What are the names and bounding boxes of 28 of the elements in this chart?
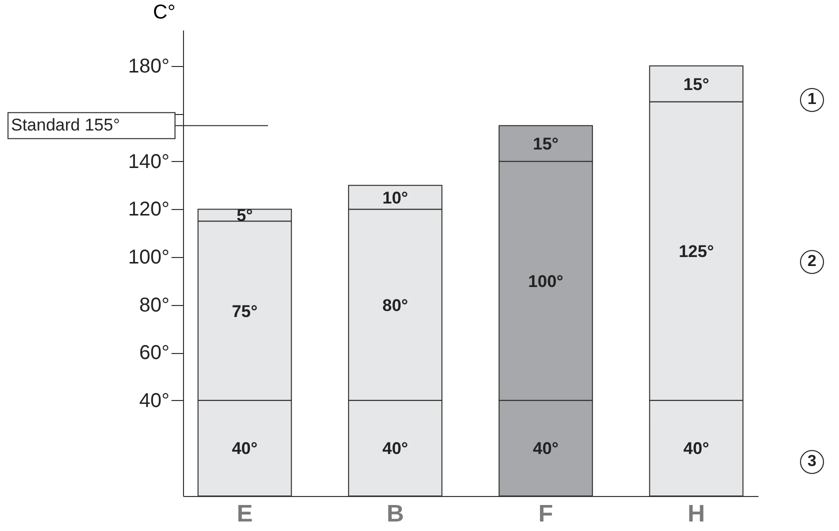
data-label: 40° — [382, 439, 408, 458]
x-tick-label: H — [688, 500, 705, 528]
x-tick-label: F — [538, 500, 554, 528]
data-label: 40° — [232, 439, 258, 458]
data-label: 15° — [683, 74, 710, 94]
data-label: 75° — [232, 302, 258, 321]
data-label: 5° — [236, 206, 254, 226]
data-label: 100° — [528, 272, 564, 291]
circled-number: 2 — [800, 250, 824, 274]
y-tick-label: 120° — [128, 198, 170, 221]
y-tick-label: 80° — [139, 294, 170, 316]
data-label: 10° — [382, 188, 408, 208]
ref-line-label: Standard 155° — [11, 116, 120, 135]
x-tick-label: E — [236, 500, 253, 528]
circled-number: 3 — [800, 450, 824, 474]
y-tick-label: 60° — [139, 342, 170, 364]
data-label: 15° — [532, 134, 559, 154]
data-label: 40° — [532, 439, 559, 458]
y-tick-label: 100° — [128, 246, 170, 269]
y-tick-label: 140° — [128, 150, 170, 173]
y-tick-label: 40° — [139, 390, 170, 412]
y-tick-label: 180° — [128, 55, 170, 78]
data-label: 80° — [382, 296, 408, 315]
x-tick-label: B — [386, 500, 404, 528]
data-label: 125° — [678, 242, 714, 262]
y-axis-title: C° — [153, 2, 176, 24]
data-label: 40° — [683, 439, 710, 458]
circled-number: 1 — [800, 88, 824, 112]
